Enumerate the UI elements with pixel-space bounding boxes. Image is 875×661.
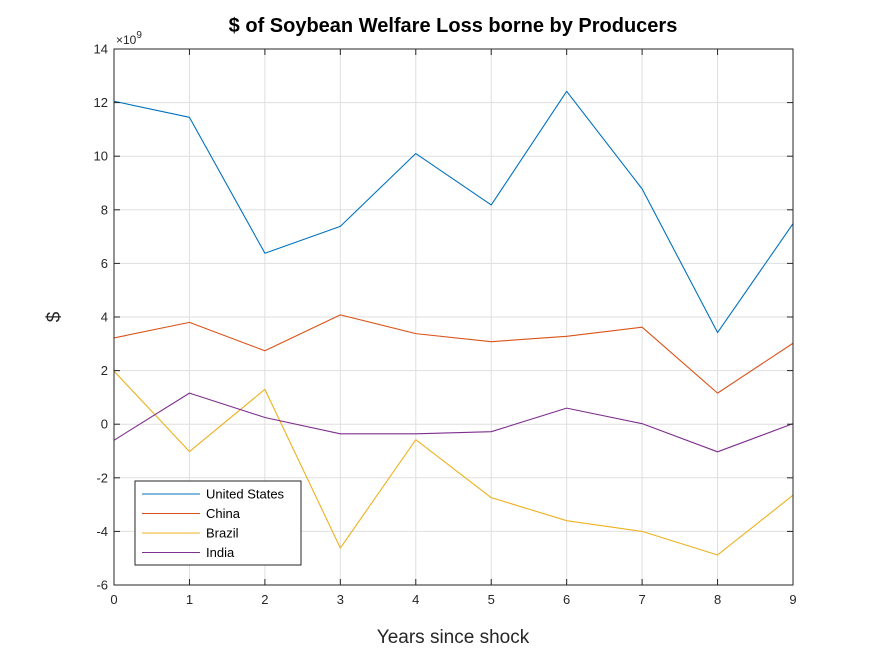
y-exponent-label: ×109 [116, 30, 142, 47]
x-tick-label: 3 [337, 592, 344, 607]
series-line-india [113, 392, 794, 453]
y-tick-label: -6 [96, 578, 108, 593]
y-tick-label: 10 [94, 149, 108, 164]
legend-label: China [206, 506, 241, 521]
series-line-united-states [113, 90, 794, 334]
legend-box [134, 480, 302, 566]
legend-label: Brazil [206, 526, 239, 541]
y-tick-label: 6 [101, 256, 108, 271]
y-tick-label: 12 [94, 95, 108, 110]
y-tick-label: 8 [101, 202, 108, 217]
series-line-brazil [113, 370, 794, 556]
chart-title: $ of Soybean Welfare Loss borne by Produ… [229, 15, 678, 37]
x-tick-label: 0 [110, 592, 117, 607]
y-tick-label: 14 [94, 42, 108, 57]
x-tick-label: 9 [789, 592, 796, 607]
x-tick-label: 1 [186, 592, 193, 607]
legend-label: India [206, 545, 235, 560]
x-axis-label: Years since shock [377, 627, 530, 648]
x-tick-label: 5 [488, 592, 495, 607]
y-exponent-power: 9 [136, 30, 142, 41]
legend-label: United States [206, 487, 285, 502]
y-tick-label: 0 [101, 417, 108, 432]
y-exponent-base: ×10 [116, 33, 137, 47]
x-tick-label: 2 [261, 592, 268, 607]
x-tick-label: 6 [563, 592, 570, 607]
y-tick-label: 2 [101, 363, 108, 378]
y-axis-label: $ [44, 311, 65, 322]
grid [113, 48, 794, 586]
y-tick-label: 4 [101, 310, 108, 325]
x-tick-label: 7 [638, 592, 645, 607]
x-tick-label: 4 [412, 592, 419, 607]
y-tick-label: -2 [96, 470, 108, 485]
series-lines [113, 90, 794, 556]
y-tick-label: -4 [96, 524, 108, 539]
series-line-china [113, 314, 794, 394]
legend: United States China Brazil India [134, 480, 302, 566]
x-tick-label: 8 [714, 592, 721, 607]
